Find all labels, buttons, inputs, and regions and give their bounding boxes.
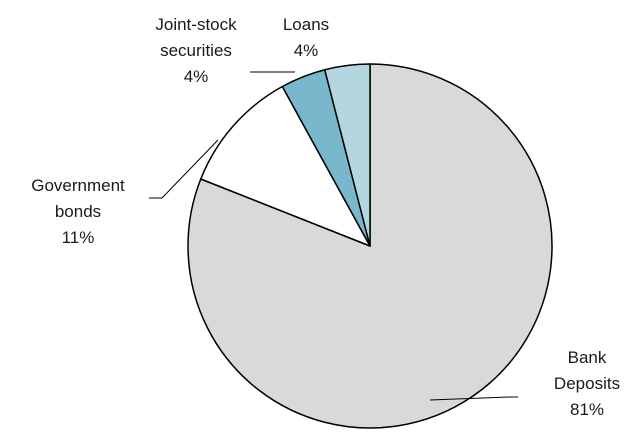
slice-loans	[323, 63, 371, 247]
leader-line-government-bonds	[149, 139, 219, 199]
leader-line-bank-deposits	[429, 396, 518, 401]
leader-lines	[149, 71, 518, 401]
data-label-loans: Loans 4%	[283, 15, 329, 60]
pie-slices	[187, 63, 553, 429]
data-labels: Bank Deposits 81% Government bonds 11% Joint-s…	[31, 15, 620, 419]
slice-government-bonds	[200, 85, 371, 247]
data-label-bank-deposits: Bank Deposits 81%	[554, 348, 620, 419]
data-label-joint-stock-securities: Joint-stock securities 4%	[155, 15, 237, 86]
data-label-government-bonds: Government bonds 11%	[31, 176, 125, 247]
slice-bank-deposits	[187, 63, 553, 429]
